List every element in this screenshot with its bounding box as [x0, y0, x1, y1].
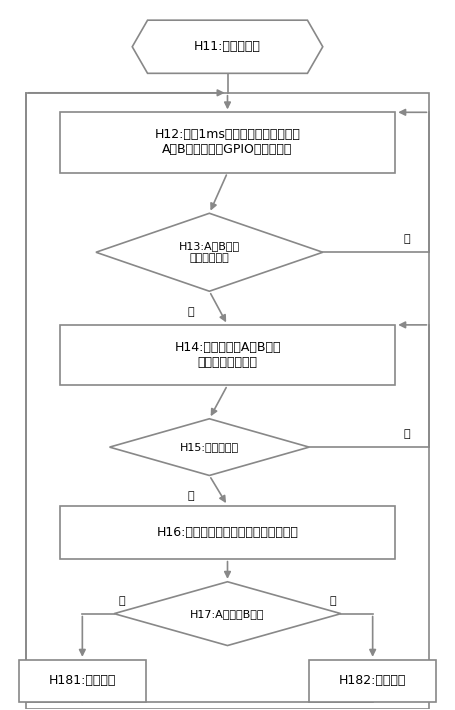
Text: 是: 是 — [119, 596, 125, 606]
Polygon shape — [132, 20, 323, 73]
Text: 否: 否 — [330, 596, 336, 606]
Text: 是: 是 — [188, 491, 195, 501]
Text: H15:有效波形？: H15:有效波形？ — [180, 442, 239, 452]
Text: H182:反转计数: H182:反转计数 — [339, 674, 406, 687]
Text: 是: 是 — [188, 307, 195, 317]
Polygon shape — [110, 419, 309, 476]
Bar — [25, 93, 430, 709]
Text: H13:A、B端口
电位有变化？: H13:A、B端口 电位有变化？ — [179, 241, 240, 263]
Text: H12:间隔1ms扫描检测与编码器模块
A、B端口连接的GPIO引脚的电位: H12:间隔1ms扫描检测与编码器模块 A、B端口连接的GPIO引脚的电位 — [155, 129, 300, 156]
Text: H17:A相领先B相？: H17:A相领先B相？ — [190, 608, 265, 618]
Text: 否: 否 — [404, 234, 410, 244]
Bar — [19, 660, 146, 702]
Bar — [309, 660, 436, 702]
Text: H14:根据采集的A、B端口
电位波形进行判定: H14:根据采集的A、B端口 电位波形进行判定 — [174, 341, 281, 369]
Bar — [60, 325, 395, 385]
Polygon shape — [114, 581, 341, 645]
Text: H16:编码器周期内输出波形的相位判定: H16:编码器周期内输出波形的相位判定 — [157, 525, 298, 539]
Bar — [60, 506, 395, 559]
Text: H181:正转计数: H181:正转计数 — [49, 674, 116, 687]
Polygon shape — [96, 213, 323, 291]
Text: 否: 否 — [404, 430, 410, 439]
Text: H11:定时器启动: H11:定时器启动 — [194, 40, 261, 53]
Bar — [60, 112, 395, 173]
